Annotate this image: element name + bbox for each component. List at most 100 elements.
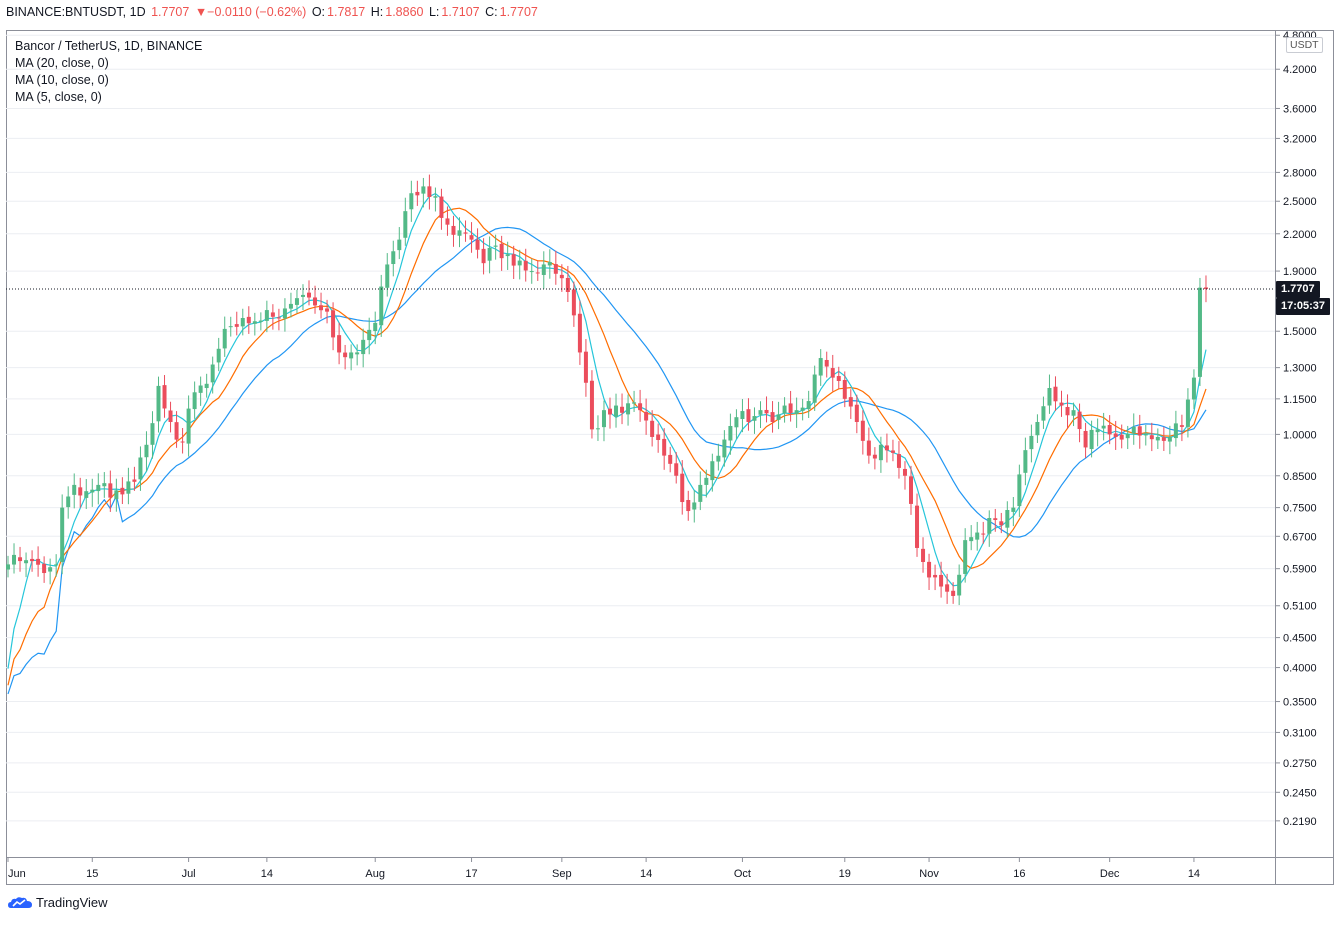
candle-body [577, 313, 582, 353]
candle-body [186, 408, 191, 444]
candle-body [1035, 421, 1040, 436]
legend-ma10[interactable]: MA (10, close, 0) [15, 73, 109, 87]
price-tick-label: 4.2000 [1283, 64, 1317, 76]
candle-body [939, 574, 944, 587]
candle-body [126, 481, 131, 494]
candle-body [487, 247, 492, 261]
candle-body [343, 352, 348, 358]
current-price-tag: 1.7707 [1276, 281, 1320, 298]
candle-body [1125, 434, 1130, 439]
candle-body [150, 423, 155, 445]
candle-body [361, 339, 366, 355]
candle-body [30, 558, 35, 562]
time-tick-label: Jul [182, 868, 196, 880]
candle-body [156, 385, 161, 422]
price-tick-label: 1.3000 [1283, 363, 1317, 375]
candle-body [848, 397, 853, 407]
candle-body [915, 505, 920, 548]
candle-body [168, 410, 173, 422]
candles [6, 174, 1208, 606]
candle-body [842, 379, 847, 399]
candle-body [6, 564, 10, 570]
candle-body [529, 271, 534, 273]
candle-body [367, 329, 372, 341]
candle-body [860, 420, 865, 441]
candle-body [216, 348, 221, 363]
candle-body [1155, 436, 1160, 441]
candle-body [132, 479, 137, 482]
candle-body [800, 407, 805, 411]
legend-ma20[interactable]: MA (20, close, 0) [15, 56, 109, 70]
candle-body [824, 359, 829, 367]
candle-body [758, 410, 763, 415]
candle-body [12, 554, 17, 565]
candle-body [1053, 386, 1058, 402]
candle-body [680, 473, 685, 503]
price-tick-label: 0.7500 [1283, 503, 1317, 515]
bar-countdown-tag: 17:05:37 [1276, 298, 1331, 315]
candle-body [945, 584, 950, 592]
candle-body [535, 272, 540, 274]
price-tick-label: 0.2750 [1283, 758, 1317, 770]
candle-body [90, 489, 95, 493]
price-tick-label: 2.2000 [1283, 229, 1317, 241]
symbol-label[interactable]: BINANCE:BNTUSDT, 1D [6, 5, 146, 19]
high-value: 1.8860 [385, 5, 424, 19]
low-label: L: [428, 5, 440, 19]
candle-body [644, 412, 649, 421]
currency-badge[interactable]: USDT [1286, 37, 1323, 53]
candle-body [180, 441, 185, 443]
candle-body [1011, 507, 1016, 512]
grid [6, 34, 1275, 822]
time-tick-label: Jun [8, 868, 26, 880]
price-tick-label: 2.5000 [1283, 196, 1317, 208]
candle-body [493, 245, 498, 247]
candle-body [1119, 434, 1124, 440]
candle-body [1023, 450, 1028, 473]
time-tick-label: 14 [261, 868, 273, 880]
candle-body [987, 517, 992, 534]
candle-body [909, 476, 913, 504]
candle-body [60, 507, 65, 562]
legend-title[interactable]: Bancor / TetherUS, 1D, BINANCE [15, 39, 203, 53]
candle-body [565, 277, 570, 293]
candle-body [794, 410, 799, 415]
candle-body [379, 286, 384, 326]
last-price: 1.7707 [151, 5, 190, 19]
candle-body [198, 385, 203, 393]
candle-body [511, 254, 516, 266]
candle-body [282, 308, 287, 319]
candle-body [896, 454, 901, 468]
time-tick-label: Oct [734, 868, 751, 880]
candle-body [252, 321, 257, 324]
candle-body [457, 230, 462, 236]
candle-body [1059, 402, 1064, 406]
candle-body [830, 368, 835, 378]
candle-body [114, 490, 119, 500]
candle-body [981, 533, 986, 535]
time-tick-label: Nov [919, 868, 939, 880]
price-tick-label: 2.8000 [1283, 167, 1317, 179]
candle-body [1071, 410, 1076, 416]
close-label: C: [485, 5, 498, 19]
price-tick-label: 0.6700 [1283, 531, 1317, 543]
candle-body [258, 320, 263, 322]
candle-body [1077, 411, 1082, 430]
candle-body [240, 318, 245, 327]
chart-area[interactable]: 4.80004.20003.60003.20002.80002.50002.20… [6, 30, 1334, 885]
candle-body [451, 225, 456, 235]
candle-body [553, 264, 558, 274]
candle-body [656, 434, 661, 440]
price-tick-label: 0.8500 [1283, 471, 1317, 483]
legend-ma5[interactable]: MA (5, close, 0) [15, 90, 102, 104]
candle-body [752, 416, 757, 421]
candle-body [397, 239, 402, 251]
candle-body [963, 540, 968, 574]
price-chart[interactable]: 4.80004.20003.60003.20002.80002.50002.20… [6, 30, 1334, 885]
candle-body [608, 408, 612, 415]
tradingview-logo[interactable]: TradingView [8, 895, 108, 910]
candle-body [174, 422, 179, 440]
candle-body [776, 414, 781, 420]
low-value: 1.7107 [441, 5, 480, 19]
candle-body [601, 410, 606, 428]
